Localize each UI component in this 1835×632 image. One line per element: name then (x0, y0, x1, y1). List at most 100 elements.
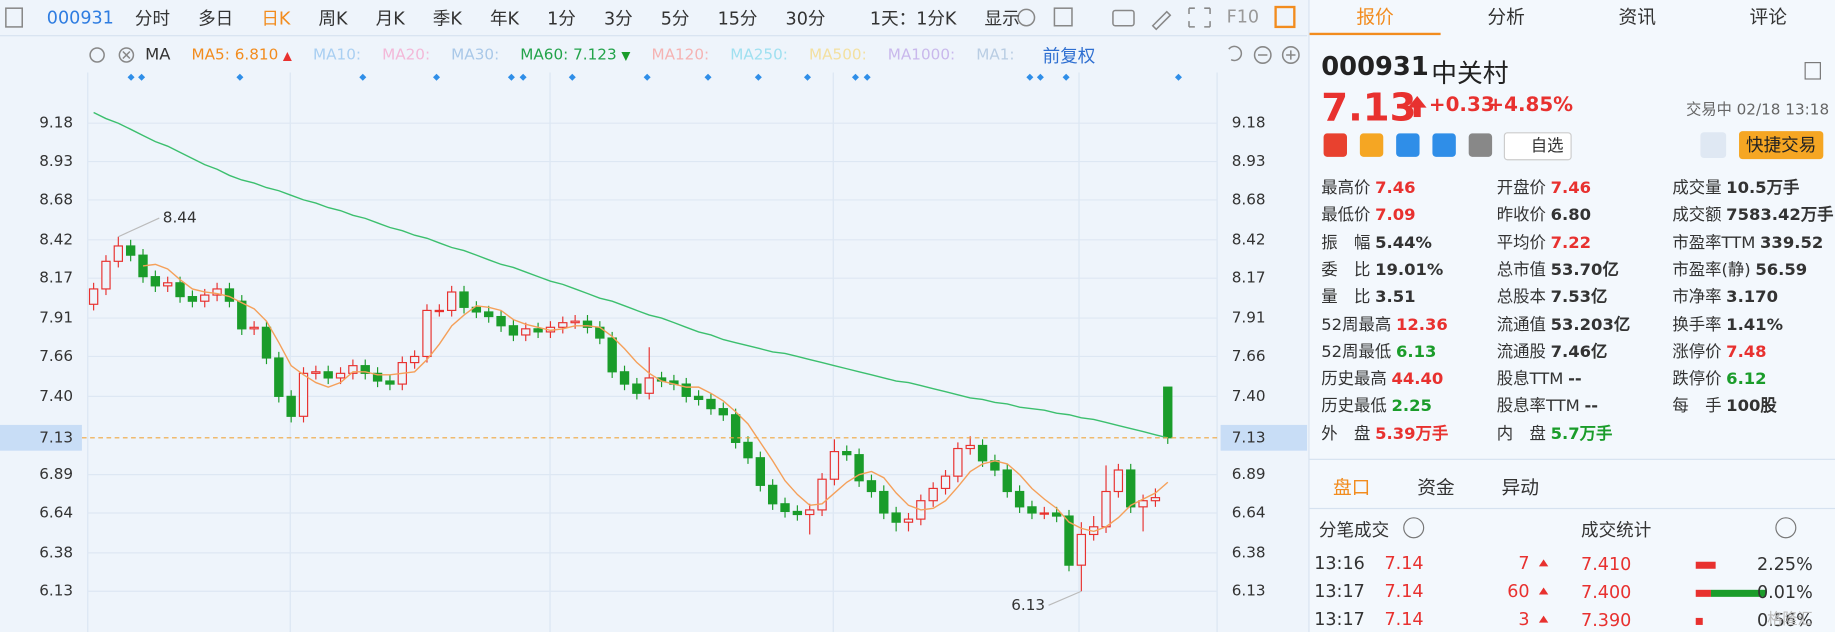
period-button[interactable]: 15分 (717, 7, 758, 29)
side-toggle[interactable] (5, 7, 23, 28)
quote-code: 000931 (1321, 52, 1429, 82)
trade-dir (1538, 615, 1549, 623)
stat-cell: 历史最高 44.40 (1321, 366, 1443, 389)
panel-tab[interactable]: 分析 (1487, 5, 1525, 29)
panel-tab[interactable]: 评论 (1749, 5, 1788, 29)
period-button[interactable]: 5分 (660, 7, 690, 29)
candle-body (644, 377, 654, 394)
candle-body (582, 320, 593, 328)
adjust-select[interactable]: 前复权 (1042, 45, 1096, 67)
y-tick-label: 6.38 (39, 543, 73, 561)
feature-icon[interactable] (1396, 133, 1420, 157)
display-select[interactable]: 显示 (984, 7, 1020, 29)
watch-button[interactable]: 自选 (1503, 132, 1572, 161)
camera-icon[interactable] (1112, 9, 1135, 27)
undo-icon[interactable] (1228, 45, 1243, 62)
quote-status: 交易中 02/18 13:18 (1686, 101, 1830, 120)
stat-value: 2.25 (1391, 397, 1432, 416)
period-button[interactable]: 30分 (785, 7, 826, 29)
zoom-out[interactable] (1253, 46, 1272, 64)
period-button[interactable]: 月K (375, 7, 405, 29)
candle-body (1150, 497, 1161, 502)
box-icon[interactable] (1053, 7, 1073, 27)
stat-label: 最低价 (1321, 206, 1371, 226)
indicator-item: MA500: (809, 46, 867, 64)
candle-body (101, 260, 111, 290)
period-button[interactable]: 多日 (198, 7, 234, 29)
y-tick-label-right: 7.40 (1232, 387, 1266, 405)
trade-button[interactable]: 快捷交易 (1739, 131, 1824, 160)
indicator-item: MA30: (451, 46, 499, 64)
y-tick-label: 6.13 (39, 582, 73, 600)
stat-cell: 外 盘 5.39万手 (1321, 421, 1448, 444)
stat-label: 委 比 (1321, 260, 1371, 280)
candle-body (1014, 490, 1025, 508)
more-icon[interactable] (1775, 517, 1797, 539)
alert-button[interactable] (1700, 132, 1727, 158)
period-button[interactable]: 分时 (134, 7, 171, 29)
y-tick-label: 8.68 (39, 190, 73, 208)
period-button[interactable]: 周K (318, 7, 348, 29)
candle-body (1064, 515, 1074, 566)
stat-pct: 0.56% (1756, 609, 1813, 631)
candle-body (459, 291, 469, 308)
stat-cell: 成交额 7583.42万手 (1672, 203, 1833, 226)
stat-value: 7.09 (1375, 206, 1416, 226)
trade-price: 7.14 (1384, 552, 1424, 574)
candle-body (632, 383, 642, 394)
candle-body (570, 320, 580, 324)
help-icon[interactable] (1403, 517, 1425, 539)
panel-tab[interactable]: 资讯 (1618, 5, 1656, 29)
candle-body (409, 355, 420, 364)
candle-body (508, 325, 519, 336)
candle-body (163, 282, 173, 287)
stat-price: 7.390 (1581, 609, 1632, 631)
f10[interactable]: F10 (1227, 8, 1259, 28)
stat-value: 56.59 (1755, 260, 1808, 280)
feature-icon[interactable] (1359, 133, 1384, 157)
period-button[interactable]: 季K (432, 7, 462, 29)
trade-price: 7.14 (1384, 580, 1424, 602)
fullscreen-icon[interactable] (1188, 7, 1211, 28)
feature-icon[interactable] (1432, 133, 1456, 157)
candle-body (1163, 386, 1173, 439)
y-tick-label: 6.89 (39, 465, 73, 483)
indicator-label: MA1000: (887, 46, 956, 64)
trade-volume: 3 (1518, 608, 1530, 630)
layout-icon[interactable] (1804, 62, 1821, 80)
candle-body (360, 365, 370, 374)
panel-tab[interactable]: 报价 (1309, 0, 1441, 36)
indicator-label: MA30: (451, 46, 500, 64)
panel-toggle[interactable] (1274, 5, 1296, 29)
stat-cell: 市盈率TTM 339.52 (1672, 230, 1823, 253)
settings-icon[interactable] (1017, 8, 1036, 27)
feature-icon[interactable] (1468, 133, 1493, 157)
stat-value: 7.46 (1375, 179, 1416, 198)
stat-cell: 换手率 1.41% (1672, 312, 1783, 335)
toolbar: 000931 分时 多日 日K 周K 月K 季K 年K 1分 3分 5分 15分 30分 1天：1分K 显示 (0, 0, 1308, 37)
candle-body (1101, 490, 1111, 528)
period-button[interactable]: 1分 (547, 7, 576, 29)
period-button[interactable]: 年K (489, 7, 520, 29)
period-button[interactable]: 日K (261, 7, 291, 29)
sub-tab[interactable]: 异动 (1501, 476, 1539, 499)
zoom-in[interactable] (1281, 46, 1300, 64)
ma-settings[interactable] (89, 47, 105, 63)
stat-value: 6.13 (1395, 342, 1437, 362)
interval-select[interactable]: 1天：1分K (869, 7, 957, 29)
sub-tab[interactable]: 盘口 (1332, 476, 1371, 499)
period-button[interactable]: 3分 (603, 7, 633, 29)
candle-body (224, 288, 235, 302)
feature-icon[interactable] (1323, 133, 1347, 157)
ma-close[interactable] (118, 47, 135, 63)
candle-body (286, 395, 296, 417)
stat-value: 7.53亿 (1550, 288, 1608, 307)
price-arrow (1407, 95, 1427, 108)
indicator-name[interactable]: MA (145, 45, 171, 65)
pen-icon[interactable] (1151, 10, 1172, 31)
stat-cell: 52周最低 6.13 (1321, 339, 1436, 362)
candle-body (558, 322, 568, 328)
candle-body (829, 451, 840, 480)
stat-cell: 总股本 7.53亿 (1497, 285, 1608, 308)
sub-tab[interactable]: 资金 (1417, 476, 1455, 499)
